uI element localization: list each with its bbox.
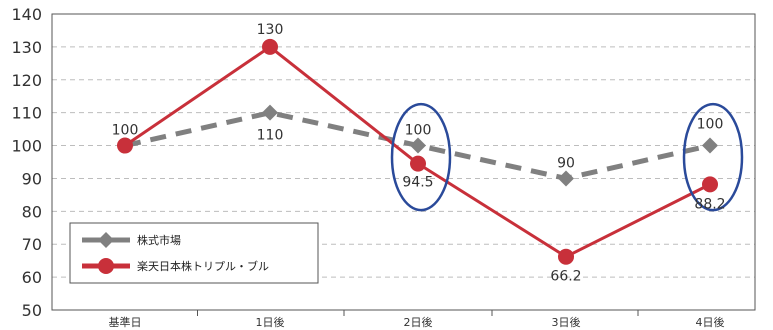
market-data-label: 100 [405,123,432,139]
y-tick-label: 60 [22,268,42,287]
legend-box [69,222,319,284]
market-marker [558,170,574,187]
fund-marker [702,176,718,193]
fund-marker [117,137,133,154]
x-tick-label: 3日後 [552,315,581,329]
fund-data-label: 66.2 [550,269,581,285]
y-tick-label: 120 [11,71,42,90]
market-marker [262,104,278,121]
fund-data-label: 130 [257,22,284,38]
fund-data-label: 94.5 [402,175,433,191]
legend: 株式市場 楽天日本株トリプル・ブル [69,222,319,284]
fund-marker [558,248,574,265]
x-tick-label: 4日後 [696,315,725,329]
legend-label-market: 株式市場 [137,233,181,247]
y-tick-label: 100 [11,137,42,156]
x-tick-label: 基準日 [109,315,142,329]
plot-frame [51,13,756,311]
legend-label-fund: 楽天日本株トリプル・ブル [137,259,269,273]
y-tick-label: 50 [22,301,42,320]
x-tick-label: 1日後 [256,315,285,329]
axis-layer: 50 60 70 80 90 100 110 120 130 140 基準日 1日後 2日後 3日後 4日後 [11,5,756,329]
y-tick-label: 130 [11,38,42,57]
legend-marker-market [98,232,114,248]
highlight-ellipse [682,102,744,212]
fund-data-label: 88.2 [694,196,725,212]
market-data-label: 90 [557,155,575,171]
x-tick-label: 2日後 [404,315,433,329]
market-data-label: 100 [697,117,724,133]
highlight-ellipse [390,102,452,212]
market-data-label: 110 [257,128,284,144]
market-marker [410,137,426,154]
y-tick-label: 140 [11,5,42,24]
market-data-label: 100 [112,123,139,139]
y-tick-label: 110 [11,104,42,123]
data-label-layer: 100 110 100 90 100 130 94.5 66.2 88.2 [112,22,726,285]
fund-marker [410,155,426,172]
y-tick-label: 80 [22,202,42,221]
legend-marker-fund [98,258,114,274]
y-tick-label: 90 [22,169,42,188]
y-tick-label: 70 [22,235,42,254]
fund-marker [262,38,278,55]
annotation-layer [390,102,744,212]
series-layer [117,38,718,265]
market-marker [702,137,718,154]
